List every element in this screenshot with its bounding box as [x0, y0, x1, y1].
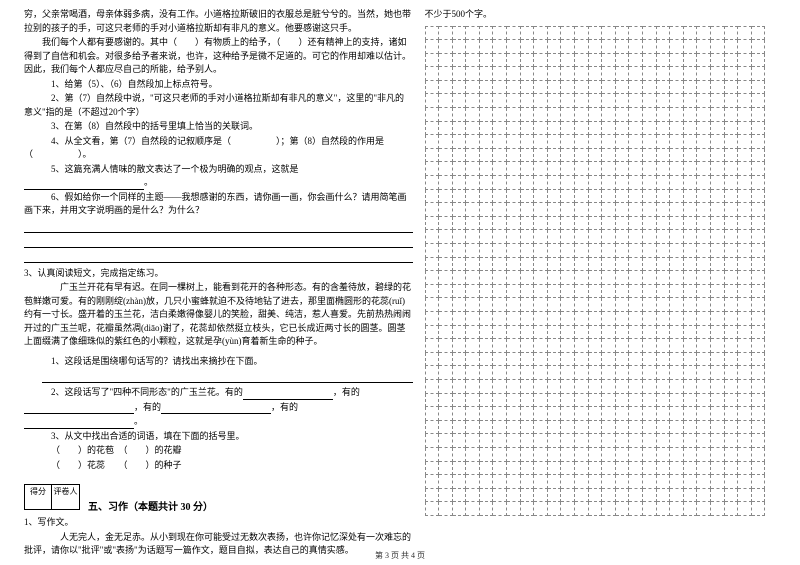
question-1: 1、给第（5）、（6）自然段加上标点符号。 — [24, 78, 413, 92]
exercise-3-passage: 广玉兰开花有早有迟。在同一棵树上，能看到花开的各种形态。有的含羞待放，碧绿的花苞… — [24, 281, 413, 349]
passage-line: 我们每个人都有要感谢的。其中（ ）有物质上的给予，（ ）还有精神上的支持，诸如得… — [24, 36, 413, 77]
answer-line[interactable] — [42, 371, 413, 383]
writing-title: 1、写作文。 — [24, 516, 413, 530]
question-4: 4、从全文看，第（7）自然段的记叙顺序是（ ）；第（8）自然段的作用是（ ）。 — [24, 135, 413, 162]
question-2: 2、第（7）自然段中说，"可这只老师的手对小道格拉斯却有非凡的意义"，这里的"非… — [24, 92, 413, 119]
ex3-q2-cont2: 。 — [24, 415, 413, 429]
answer-line[interactable] — [24, 221, 413, 233]
score-cell-right[interactable]: 评卷人 — [52, 484, 80, 510]
composition-grid[interactable] — [425, 26, 777, 516]
page-footer: 第 3 页 共 4 页 — [0, 550, 800, 561]
ex3-q3-row[interactable]: （ ）的花苞 （ ）的花瓣 — [24, 444, 413, 458]
section-5-title: 五、习作（本题共计 30 分） — [88, 498, 213, 513]
score-cell-left[interactable]: 得分 — [24, 484, 52, 510]
exercise-3-title: 3、认真阅读短文，完成指定练习。 — [24, 267, 413, 281]
passage-line: 穷，父亲常喝酒，母亲体弱多病，没有工作。小道格拉斯破旧的衣服总是脏兮兮的。当然，… — [24, 8, 413, 35]
ex3-q3-row[interactable]: （ ）花蕊 （ ）的种子 — [24, 459, 413, 473]
question-6: 6、假如给你一个同样的主题——我想感谢的东西，请你画一画，你会画什么？请用简笔画… — [24, 191, 413, 218]
ex3-q1: 1、这段话是围绕哪句话写的？请找出来摘抄在下面。 — [24, 355, 413, 369]
answer-line[interactable] — [24, 236, 413, 248]
word-requirement: 不少于500个字。 — [425, 8, 777, 22]
ex3-q2-cont: ，有的，有的 — [24, 401, 413, 415]
answer-line[interactable] — [24, 251, 413, 263]
ex3-q2: 2、这段话写了"四种不同形态"的广玉兰花。有的，有的 — [24, 386, 413, 400]
ex3-q3: 3、从文中找出合适的词语，填在下面的括号里。 — [24, 430, 413, 444]
question-5: 5、这篇充满人情味的散文表达了一个极为明确的观点，这就是。 — [24, 163, 413, 190]
question-3: 3、在第（8）自然段中的括号里填上恰当的关联词。 — [24, 120, 413, 134]
score-box: 得分 评卷人 — [24, 484, 80, 510]
